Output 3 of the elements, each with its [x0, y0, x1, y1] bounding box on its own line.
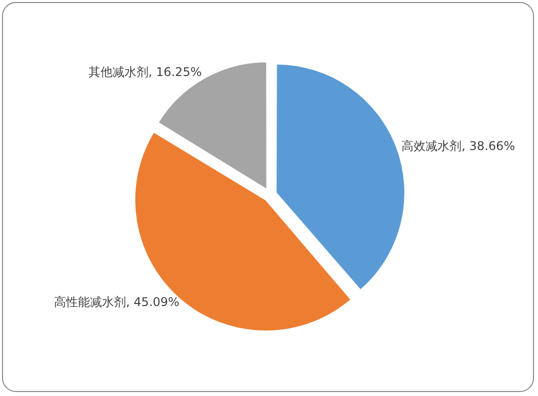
slice-label: 高性能减水剂, 45.09%	[54, 294, 180, 310]
slice-label: 高效减水剂, 38.66%	[402, 138, 516, 154]
slice-label: 其他减水剂, 16.25%	[88, 64, 202, 80]
